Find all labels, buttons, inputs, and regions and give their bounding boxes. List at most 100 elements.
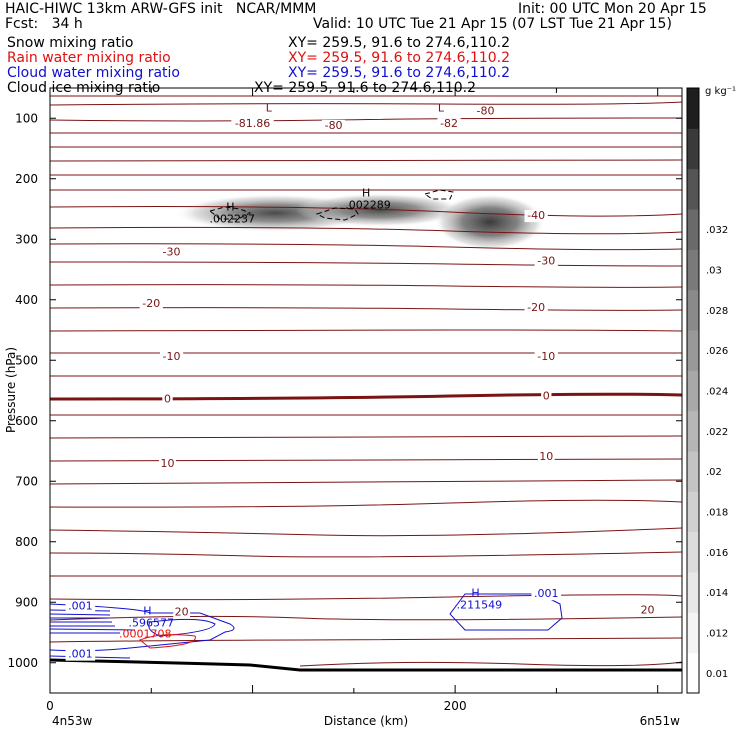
temp-contour-label-bg — [159, 246, 184, 259]
colorbar-swatch — [687, 612, 699, 654]
temp-contour-label: -30 — [537, 254, 555, 267]
y-tick-label: 700 — [15, 474, 38, 488]
cloud-water-label: .001 — [68, 648, 93, 661]
temp-contour — [50, 527, 682, 537]
colorbar-swatch — [687, 330, 699, 371]
cloud-ice-contour — [208, 206, 252, 220]
field-label-rain: Rain water mixing ratio — [7, 50, 171, 66]
temp-contour — [50, 499, 682, 508]
colorbar-level-label: .018 — [706, 508, 728, 519]
temp-contour-label: -80 — [325, 119, 343, 132]
temp-contour-label-bg — [537, 450, 555, 463]
temp-contour — [50, 226, 682, 235]
x-tick-label: 200 — [444, 699, 467, 713]
snow-shading — [175, 193, 545, 250]
temp-contour-label-bg — [524, 302, 548, 315]
temp-contour — [50, 243, 682, 251]
temp-contour-label: -20 — [527, 301, 545, 314]
colorbar-swatch — [687, 88, 699, 129]
temp-contour — [50, 117, 682, 122]
cloud-water-label: .001 — [534, 587, 559, 600]
cloud-water-contour — [50, 613, 111, 616]
temp-contour — [50, 594, 682, 601]
temp-contour-label-bg — [534, 255, 558, 268]
x-end-label-right: 6n51w — [640, 714, 681, 728]
snow-max-marker: H — [226, 200, 234, 213]
temp-contour — [50, 206, 682, 217]
field-xy-cloudwater: XY= 259.5, 91.6 to 274.6,110.2 — [288, 65, 511, 81]
temp-contour-label-bg — [534, 351, 558, 364]
cloud-ice-contours — [208, 189, 454, 221]
colorbar-level-label: .028 — [706, 306, 728, 317]
colorbar-level-label: .012 — [706, 629, 728, 640]
cloud-water-label: .001 — [68, 599, 93, 612]
temp-contour-label: 20 — [641, 604, 655, 617]
x-axis-label: Distance (km) — [324, 714, 408, 728]
colorbar-swatch — [687, 168, 699, 210]
temp-contour — [299, 661, 682, 667]
cloud-water-contour — [50, 628, 136, 631]
colorbar-swatch — [687, 209, 699, 250]
temp-contour-label: 0 — [164, 392, 171, 405]
temp-contour — [50, 261, 682, 267]
y-tick-label: 300 — [15, 232, 38, 246]
y-tick-label: 800 — [15, 535, 38, 549]
y-tick-label: 100 — [15, 111, 38, 125]
temp-contour-label-bg — [139, 297, 163, 310]
colorbar-level-label: .032 — [706, 225, 728, 236]
field-xy-rain: XY= 259.5, 91.6 to 274.6,110.2 — [288, 50, 511, 66]
temp-contour-label: -30 — [163, 245, 181, 258]
temp-extreme-label: L — [438, 101, 445, 114]
colorbar-swatch — [687, 652, 699, 694]
y-tick-label: 900 — [15, 595, 38, 609]
temperature-contours — [50, 95, 682, 667]
rain-water-label: .0001708 — [119, 628, 172, 641]
cloud-water-label-bg — [65, 648, 96, 661]
temp-contour — [50, 458, 682, 462]
snow-max-value: .002237 — [210, 212, 256, 225]
temp-contour-label: -82 — [440, 117, 458, 130]
temp-contour — [50, 159, 682, 162]
temp-contour-label-bg — [437, 118, 461, 131]
temp-contour-label-bg — [321, 119, 346, 132]
colorbar-swatch — [687, 491, 699, 533]
cloud-ice-contour — [315, 207, 359, 221]
colorbar-level-label: .026 — [706, 346, 728, 357]
temp-contour — [50, 307, 682, 311]
header-valid: Valid: 10 UTC Tue 21 Apr 15 (07 LST Tue … — [313, 16, 672, 32]
cloud-water-contour — [50, 603, 235, 652]
header-title: HAIC-HIWC 13km ARW-GFS init NCAR/MMM — [5, 1, 317, 17]
cloud-water-label-bg — [531, 588, 562, 601]
colorbar-level-label: .014 — [706, 588, 728, 599]
x-end-label-left: 4n53w — [52, 714, 93, 728]
colorbar: 0.01 .012 .014 .016 .018 .02 .022 .024 .026 .028.… — [686, 87, 728, 694]
cloud-water-contour — [148, 618, 216, 637]
x-axis: 0 200 — [46, 88, 659, 713]
field-label-snow: Snow mixing ratio — [7, 35, 134, 51]
field-label-cloudwater: Cloud water mixing ratio — [7, 65, 180, 81]
temp-contour — [50, 615, 682, 621]
rain-water-contour — [139, 634, 196, 649]
temp-contour-label-bg — [231, 118, 274, 131]
colorbar-unit: g kg⁻¹ — [705, 86, 736, 97]
colorbar-frame — [686, 87, 700, 694]
temp-contour-label: 10 — [539, 450, 553, 463]
temp-contour-label-bg — [541, 390, 552, 403]
temp-contour-label-bg — [473, 105, 498, 118]
y-tick-label: 400 — [15, 293, 38, 307]
terrain-line — [50, 658, 682, 672]
colorbar-swatch — [687, 370, 699, 412]
temp-contour-label-bg — [524, 210, 548, 223]
colorbar-swatch — [687, 410, 699, 452]
temp-contour — [50, 284, 682, 288]
temp-contour-label-bg — [639, 604, 656, 617]
temp-contour-label: -80 — [477, 104, 495, 117]
temp-contour-label-bg — [162, 393, 173, 406]
colorbar-swatch — [687, 451, 699, 492]
colorbar-swatch — [687, 249, 699, 291]
temp-contour-label-bg — [159, 351, 184, 364]
snow-band-center — [295, 193, 465, 227]
colorbar-level-label: .024 — [706, 387, 728, 398]
temp-contour — [50, 435, 682, 439]
